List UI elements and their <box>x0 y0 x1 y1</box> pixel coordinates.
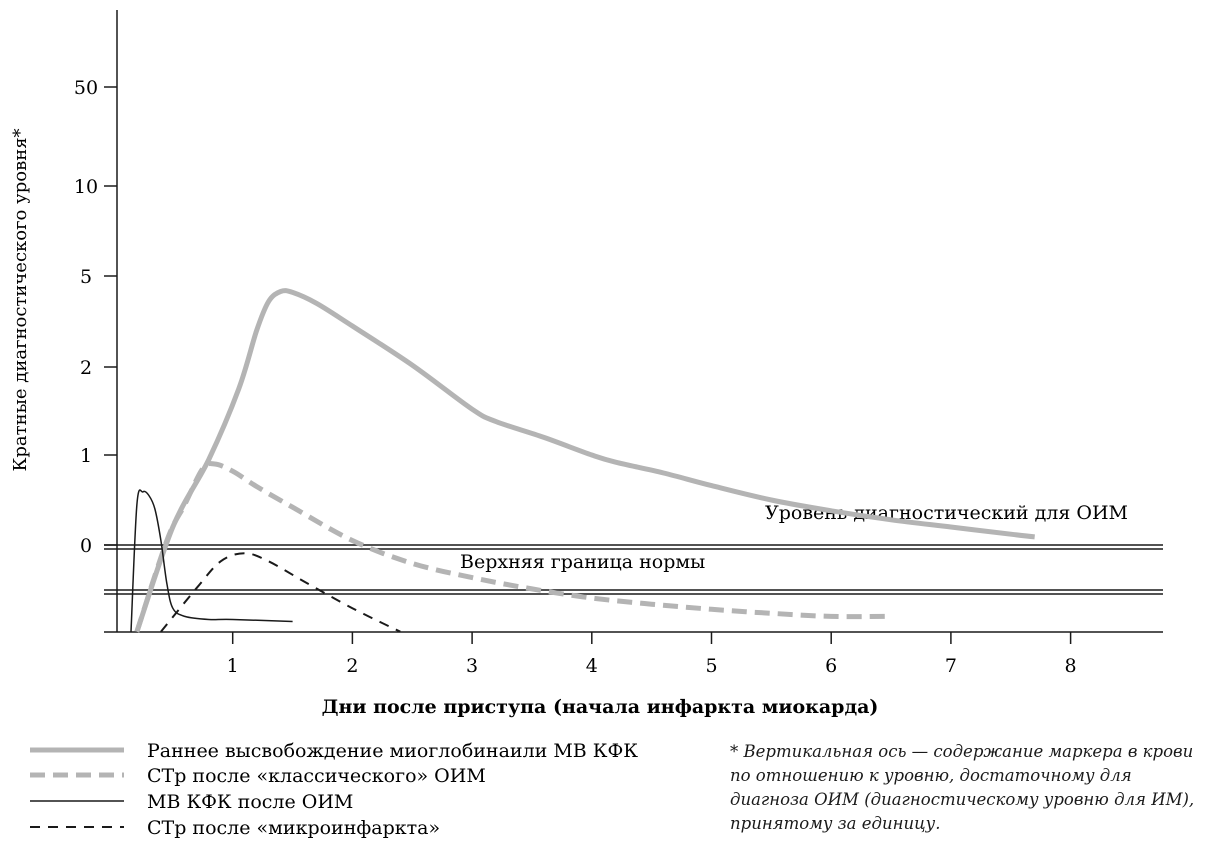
legend-label: МВ КФК после ОИМ <box>147 791 353 813</box>
y-ticks: 0 1 2 5 10 50 <box>74 77 117 557</box>
x-tick-label: 1 <box>227 655 239 677</box>
upper-normal-label: Верхняя граница нормы <box>460 551 705 573</box>
x-ticks: 1 2 3 4 5 6 7 8 <box>227 632 1077 677</box>
diagnostic-level-line <box>104 544 1163 550</box>
series-line-3 <box>130 489 293 632</box>
series-line-1 <box>134 288 1035 633</box>
legend-label: Раннее высвобождение миоглобинаили МВ КФ… <box>147 740 638 762</box>
y-tick-label: 0 <box>80 535 92 557</box>
x-tick-label: 4 <box>586 655 598 677</box>
y-tick-label: 2 <box>80 357 92 379</box>
y-axis-title: Кратные диагностического уровня* <box>10 128 31 471</box>
y-tick-label: 5 <box>80 266 92 288</box>
upper-normal-line <box>104 589 1163 595</box>
y-tick-label: 50 <box>74 77 98 99</box>
y-tick-label: 10 <box>74 176 98 198</box>
diagnostic-level-label: Уровень диагностический для ОИМ <box>765 502 1128 524</box>
series-line-2 <box>134 460 892 633</box>
y-tick-label: 1 <box>80 445 92 467</box>
x-tick-label: 8 <box>1065 655 1077 677</box>
legend: Раннее высвобождение миоглобинаили МВ КФ… <box>30 740 638 839</box>
legend-label: СТр после «микроинфаркта» <box>147 817 440 839</box>
x-tick-label: 6 <box>825 655 837 677</box>
series-layer <box>130 288 1035 633</box>
x-tick-label: 7 <box>945 655 957 677</box>
footnote: * Вертикальная ось — содержание маркера … <box>730 742 1195 833</box>
x-axis-title: Дни после приступа (начала инфаркта миок… <box>322 696 879 718</box>
series-line-4 <box>160 552 401 633</box>
x-tick-label: 3 <box>466 655 478 677</box>
x-tick-label: 2 <box>346 655 358 677</box>
x-tick-label: 5 <box>705 655 717 677</box>
legend-label: СТр после «классического» ОИМ <box>147 765 486 787</box>
